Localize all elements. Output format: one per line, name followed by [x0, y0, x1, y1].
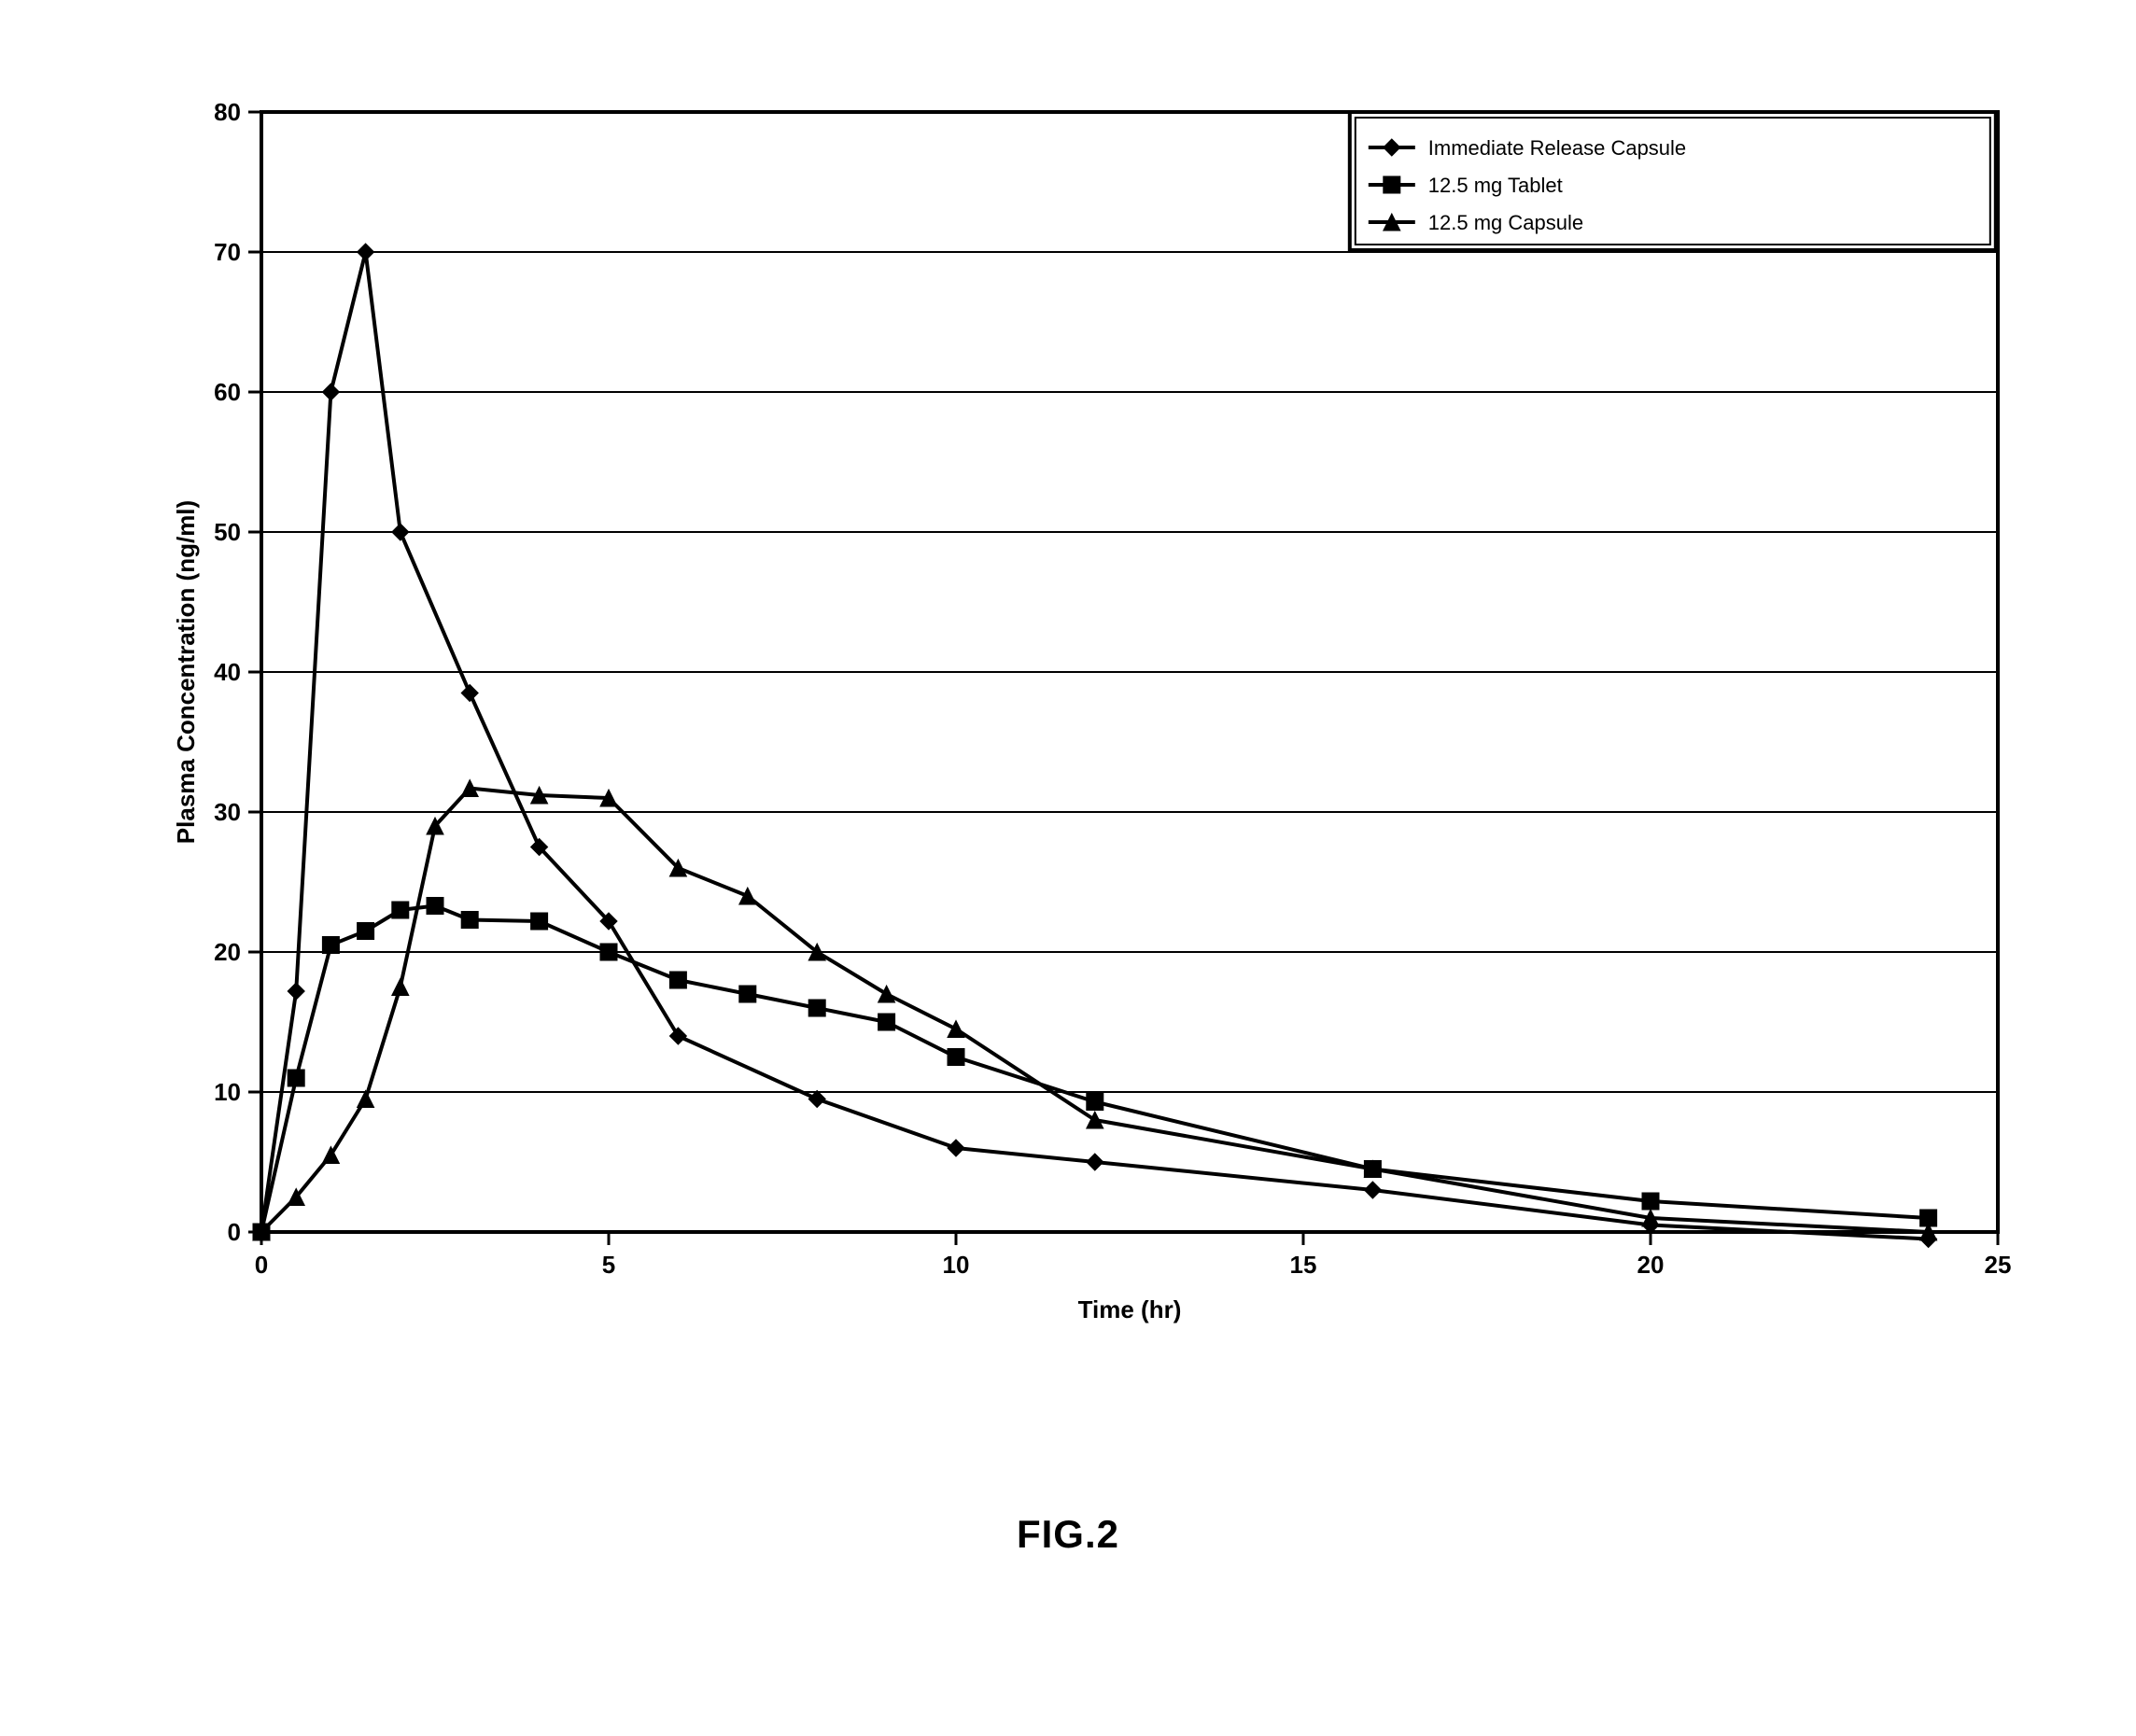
- svg-text:40: 40: [214, 658, 241, 686]
- chart-container: 0 10 20 30 40 50 60 70 80 0 5 10 15 20 25 Time (hr) Plas…: [168, 93, 2035, 1339]
- svg-text:Immediate Release Capsule: Immediate Release Capsule: [1428, 136, 1686, 160]
- svg-text:10: 10: [943, 1251, 970, 1279]
- svg-text:12.5 mg Capsule: 12.5 mg Capsule: [1428, 211, 1583, 234]
- svg-text:10: 10: [214, 1078, 241, 1106]
- svg-text:50: 50: [214, 518, 241, 546]
- svg-text:12.5 mg Tablet: 12.5 mg Tablet: [1428, 174, 1563, 197]
- svg-text:Plasma Concentration (ng/ml): Plasma Concentration (ng/ml): [172, 500, 200, 844]
- svg-text:5: 5: [602, 1251, 615, 1279]
- plasma-concentration-chart: 0 10 20 30 40 50 60 70 80 0 5 10 15 20 25 Time (hr) Plas…: [168, 93, 2035, 1335]
- svg-text:15: 15: [1290, 1251, 1317, 1279]
- page: 0 10 20 30 40 50 60 70 80 0 5 10 15 20 25 Time (hr) Plas…: [0, 0, 2136, 1736]
- svg-text:25: 25: [1985, 1251, 2012, 1279]
- svg-text:Time (hr): Time (hr): [1078, 1295, 1182, 1323]
- figure-caption: FIG.2: [0, 1512, 2136, 1557]
- svg-text:20: 20: [1637, 1251, 1665, 1279]
- svg-text:60: 60: [214, 378, 241, 406]
- svg-text:20: 20: [214, 938, 241, 966]
- svg-text:0: 0: [255, 1251, 268, 1279]
- svg-text:70: 70: [214, 238, 241, 266]
- svg-text:30: 30: [214, 798, 241, 826]
- svg-text:80: 80: [214, 98, 241, 126]
- svg-text:0: 0: [228, 1218, 241, 1246]
